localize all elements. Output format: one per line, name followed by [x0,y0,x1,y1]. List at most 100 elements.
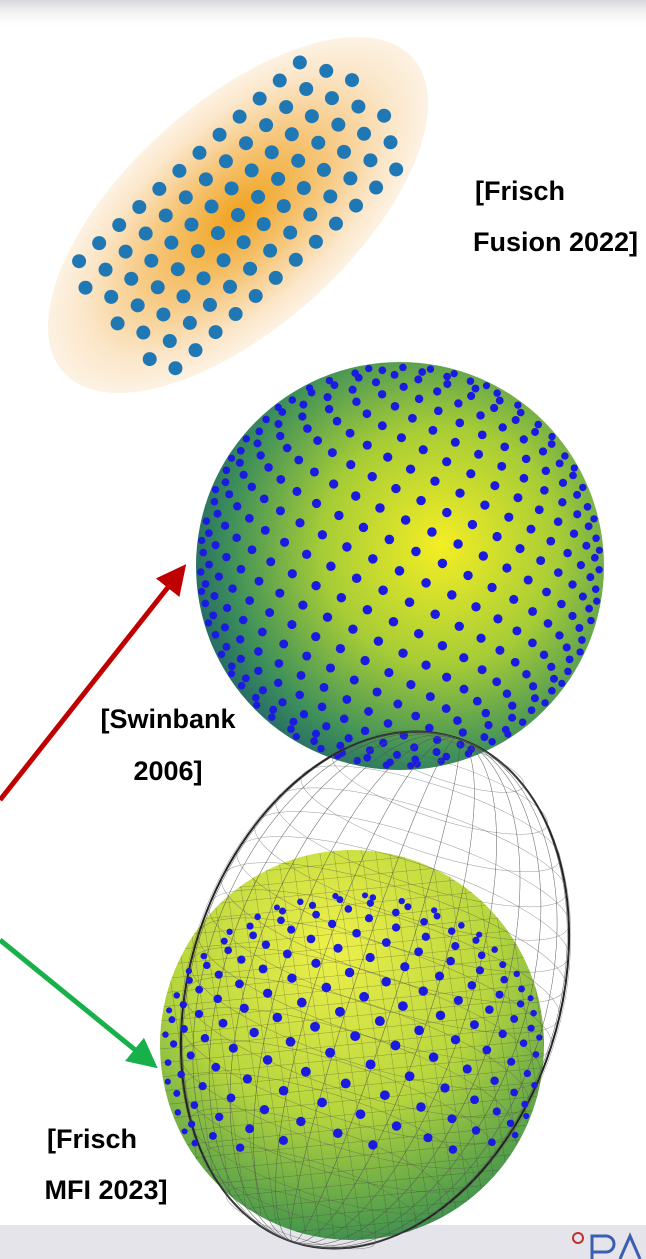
sigma-point [78,280,93,295]
sample-point [448,1145,458,1154]
sample-point [317,1097,327,1108]
sphere-point [547,440,556,448]
sphere-point [414,394,424,404]
sphere-point [547,662,556,671]
sphere-point [322,722,331,731]
sphere-point [538,447,548,456]
sphere-point [454,399,463,408]
sphere-point [467,745,475,753]
sphere-point [568,580,577,589]
sphere-point [247,482,257,492]
sample-point [177,1070,185,1079]
sphere-point [478,551,489,561]
sigma-point [184,217,199,232]
sphere-point [548,687,556,695]
sphere-point [235,458,244,467]
sample-point [492,1107,501,1116]
sigma-point [271,171,286,186]
sphere-point [476,411,485,420]
sigma-point [369,180,384,195]
sphere-point [442,457,452,467]
sphere-point [253,701,261,709]
sample-point [500,975,508,984]
sigma-point [104,289,119,304]
sample-point [440,1083,450,1093]
sample-point [249,931,257,940]
sample-point [262,1055,273,1065]
sample-point [482,1045,492,1055]
sphere-point [398,648,408,658]
sphere-point [526,524,536,534]
sphere-point [482,382,491,390]
sphere-point [239,470,248,479]
sphere-point [432,748,441,756]
sphere-point [292,486,302,496]
sphere-point [275,506,285,516]
sphere-point [411,546,421,557]
sample-point [369,894,377,901]
sphere-point [202,517,211,525]
sphere-point [227,454,236,462]
sample-point [400,962,410,972]
sample-point [498,1029,507,1039]
sample-point [381,938,391,947]
sample-point [335,1006,345,1017]
sphere-point [324,404,334,414]
sphere-point [292,732,301,741]
sphere-point [541,699,549,707]
sphere-point [586,573,595,582]
sphere-point [373,636,384,646]
sigma-point [336,144,351,159]
sigma-point [308,234,323,249]
sample-point [245,1124,255,1134]
sigma-point [239,136,254,151]
sample-point [226,1093,236,1103]
sigma-point [351,99,366,114]
sphere-point [576,561,586,570]
sample-point [485,1005,494,1014]
sigma-point [363,153,378,168]
sigma-point [284,127,299,142]
sphere-point [384,667,394,678]
sphere-point [450,437,460,447]
sphere-point [405,464,416,474]
sphere-point [199,548,208,557]
sample-point [398,1001,408,1011]
sphere-point [459,653,469,663]
sphere-point [222,603,232,613]
sphere-point [531,428,540,436]
sample-point [352,928,361,938]
sphere-point [365,364,373,373]
sphere-point [528,682,538,691]
sphere-point [348,624,358,634]
sample-point [364,914,374,923]
sphere-point [325,663,336,673]
sigma-point [222,279,237,294]
sample-point [246,922,254,930]
sphere-point [227,670,236,678]
sphere-point [399,382,408,391]
sphere-point [510,657,520,667]
sample-point [226,928,233,935]
sphere-point [220,521,230,530]
sphere-point [198,587,206,596]
sphere-point [558,478,568,487]
sphere-point [495,645,505,655]
sample-point [404,1071,415,1082]
sphere-point [351,491,361,501]
sphere-point [578,636,586,644]
sigma-point [324,91,339,106]
sphere-point [534,420,543,429]
top-shade [0,0,646,30]
sigma-point [156,307,171,322]
sphere-point [447,590,457,600]
sphere-point [204,619,213,627]
sample-point [518,985,525,993]
sphere-point [259,494,269,504]
sphere-point [553,568,563,577]
sphere-point [211,631,220,639]
sample-point [261,940,271,949]
sample-point [249,1027,259,1038]
sphere-point [487,582,497,593]
sigma-point [331,117,346,132]
